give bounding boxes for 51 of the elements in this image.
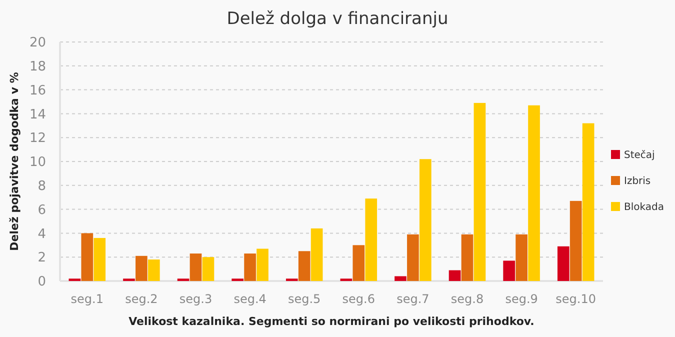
bar — [419, 159, 432, 281]
y-axis-title: Delež pojavitve dogodka v % — [8, 72, 21, 251]
x-tick-label: seg.4 — [234, 292, 266, 306]
bar — [582, 123, 594, 281]
x-axis-title: Velikost kazalnika. Segmenti so normirani po velikosti prihodkov. — [128, 315, 534, 328]
y-tick-label: 6 — [38, 202, 46, 218]
y-tick-label: 0 — [38, 274, 46, 290]
bar — [244, 254, 256, 281]
y-tick-label: 8 — [38, 178, 46, 194]
x-tick-label: seg.1 — [70, 292, 104, 306]
bar — [394, 276, 406, 281]
x-tick-label: seg.8 — [450, 292, 484, 306]
x-tick-label: seg.3 — [179, 292, 212, 306]
bar — [528, 105, 540, 281]
bar — [557, 246, 570, 281]
bar — [474, 102, 486, 281]
bar — [310, 228, 323, 281]
y-tick-label: 16 — [29, 83, 46, 98]
x-tick-label: seg.10 — [556, 292, 596, 306]
bar — [516, 234, 528, 281]
y-tick-label: 18 — [29, 59, 46, 74]
bar — [298, 251, 310, 281]
bar — [202, 257, 214, 281]
legend-label: Izbris — [624, 176, 651, 187]
bar — [570, 200, 582, 281]
y-tick-label: 14 — [29, 107, 46, 122]
bar — [503, 260, 516, 281]
x-tick-label: seg.9 — [505, 292, 538, 306]
bar — [148, 259, 160, 281]
legend-label: Blokada — [624, 202, 664, 213]
bar — [461, 234, 474, 281]
y-tick-label: 4 — [38, 226, 46, 242]
y-tick-label: 12 — [29, 131, 46, 146]
x-tick-label: seg.6 — [342, 292, 375, 306]
bar — [256, 248, 268, 281]
bar — [81, 233, 94, 281]
x-tick-label: seg.7 — [396, 292, 430, 306]
bar — [136, 256, 148, 281]
bar — [448, 270, 461, 281]
bar — [365, 198, 378, 281]
bar — [352, 245, 365, 281]
bar — [407, 234, 419, 281]
bar — [94, 238, 106, 281]
chart-title: Delež dolga v financiranju — [226, 9, 448, 29]
bar — [190, 254, 202, 281]
legend-label: Stečaj — [624, 150, 655, 161]
y-tick-label: 2 — [38, 250, 46, 266]
y-tick-label: 20 — [29, 36, 46, 51]
y-tick-label: 10 — [29, 155, 46, 170]
x-tick-label: seg.2 — [125, 292, 158, 306]
x-tick-label: seg.5 — [288, 292, 321, 306]
